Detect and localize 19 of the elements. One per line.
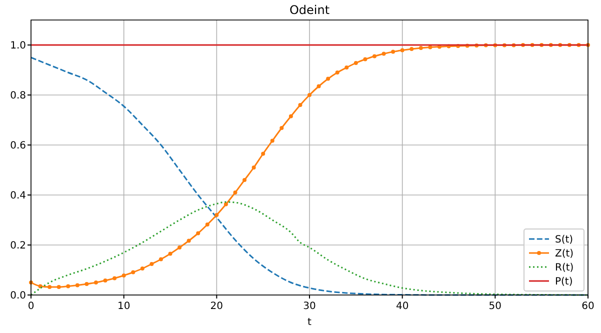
y-tick-label: 0.8 <box>10 90 26 102</box>
x-tick-label: 30 <box>303 301 316 312</box>
x-tick-label: 60 <box>582 301 594 312</box>
y-tick-label: 0.2 <box>10 240 26 252</box>
y-tick-label: 1.0 <box>10 40 26 52</box>
x-tick-label: 40 <box>396 301 409 312</box>
y-tick-label: 0.0 <box>10 290 26 302</box>
x-tick-label: 10 <box>117 301 130 312</box>
y-tick-label: 0.4 <box>10 190 26 202</box>
y-tick-label: 0.6 <box>10 140 26 152</box>
legend-label: R(t) <box>555 262 574 274</box>
chart-title: Odeint <box>289 3 330 17</box>
x-tick-label: 50 <box>488 301 502 312</box>
x-tick-label: 0 <box>28 301 34 312</box>
x-axis-title: t <box>308 317 312 328</box>
legend-label: S(t) <box>555 234 574 246</box>
legend-label: Z(t) <box>555 248 574 260</box>
x-tick-label: 20 <box>210 301 224 312</box>
legend-label: P(t) <box>555 276 573 288</box>
